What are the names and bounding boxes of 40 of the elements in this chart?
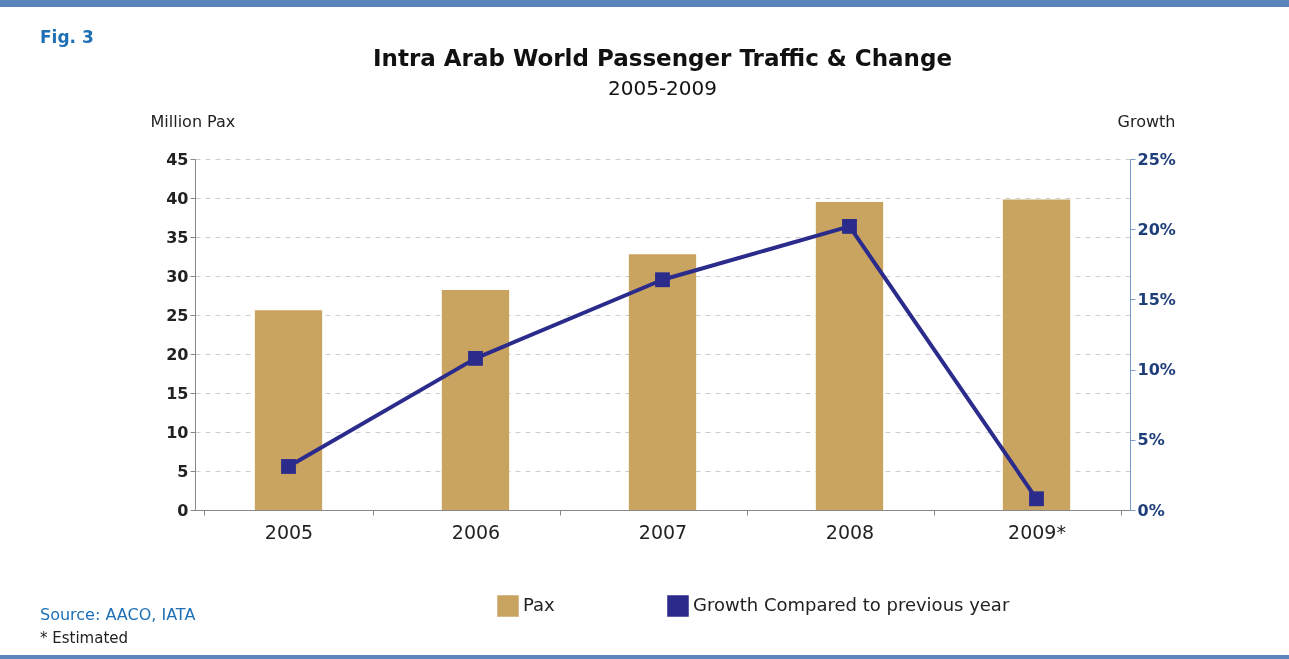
point	[842, 218, 857, 234]
point	[1029, 491, 1044, 507]
y-tick-label: 5	[177, 461, 189, 481]
x-tick-label: 2007	[638, 520, 688, 543]
y-tick-label: 45	[166, 149, 189, 169]
x-tick-label: 2006	[451, 520, 501, 543]
x-tick-label: 2009*	[1008, 520, 1066, 543]
bar	[441, 290, 510, 510]
bar	[254, 310, 323, 510]
legend-label: Growth Compared to previous year	[693, 594, 1010, 615]
y-tick-label: 35	[166, 227, 189, 247]
y2-tick-label: 25%	[1137, 149, 1176, 169]
y2-tick-label: 5%	[1137, 430, 1165, 450]
bar	[815, 201, 884, 510]
x-tick-label: 2008	[825, 520, 875, 543]
y-tick-label: 20	[166, 344, 189, 364]
point	[468, 350, 483, 366]
y-tick-label: 25	[166, 305, 189, 325]
y-tick-label: 30	[166, 266, 189, 286]
y-tick-label: 40	[166, 188, 189, 208]
y2-tick-label: 10%	[1137, 360, 1176, 380]
bar	[1002, 199, 1071, 510]
source-note: Source: AACO, IATA	[40, 605, 196, 624]
y-tick-label: 0	[177, 500, 189, 520]
y-tick-label: 10	[166, 422, 189, 442]
y2-tick-label: 0%	[1137, 500, 1165, 520]
point	[281, 459, 296, 474]
y-axis-title: Million Pax	[150, 111, 236, 131]
caption: Fig. 3	[40, 27, 94, 47]
chart-subtitle: 2005-2009	[607, 76, 718, 100]
y2-tick-label: 15%	[1137, 289, 1176, 309]
bar	[628, 254, 697, 510]
legend-label: Pax	[523, 594, 556, 615]
y2-axis-title: Growth	[1117, 111, 1176, 131]
x-tick-label: 2005	[264, 520, 314, 543]
y-tick-label: 15	[166, 383, 189, 403]
point	[655, 272, 670, 288]
chart-title: Intra Arab World Passenger Traffic & Change	[372, 45, 953, 71]
y2-tick-label: 20%	[1137, 219, 1176, 239]
text: * Estimated	[40, 629, 129, 647]
